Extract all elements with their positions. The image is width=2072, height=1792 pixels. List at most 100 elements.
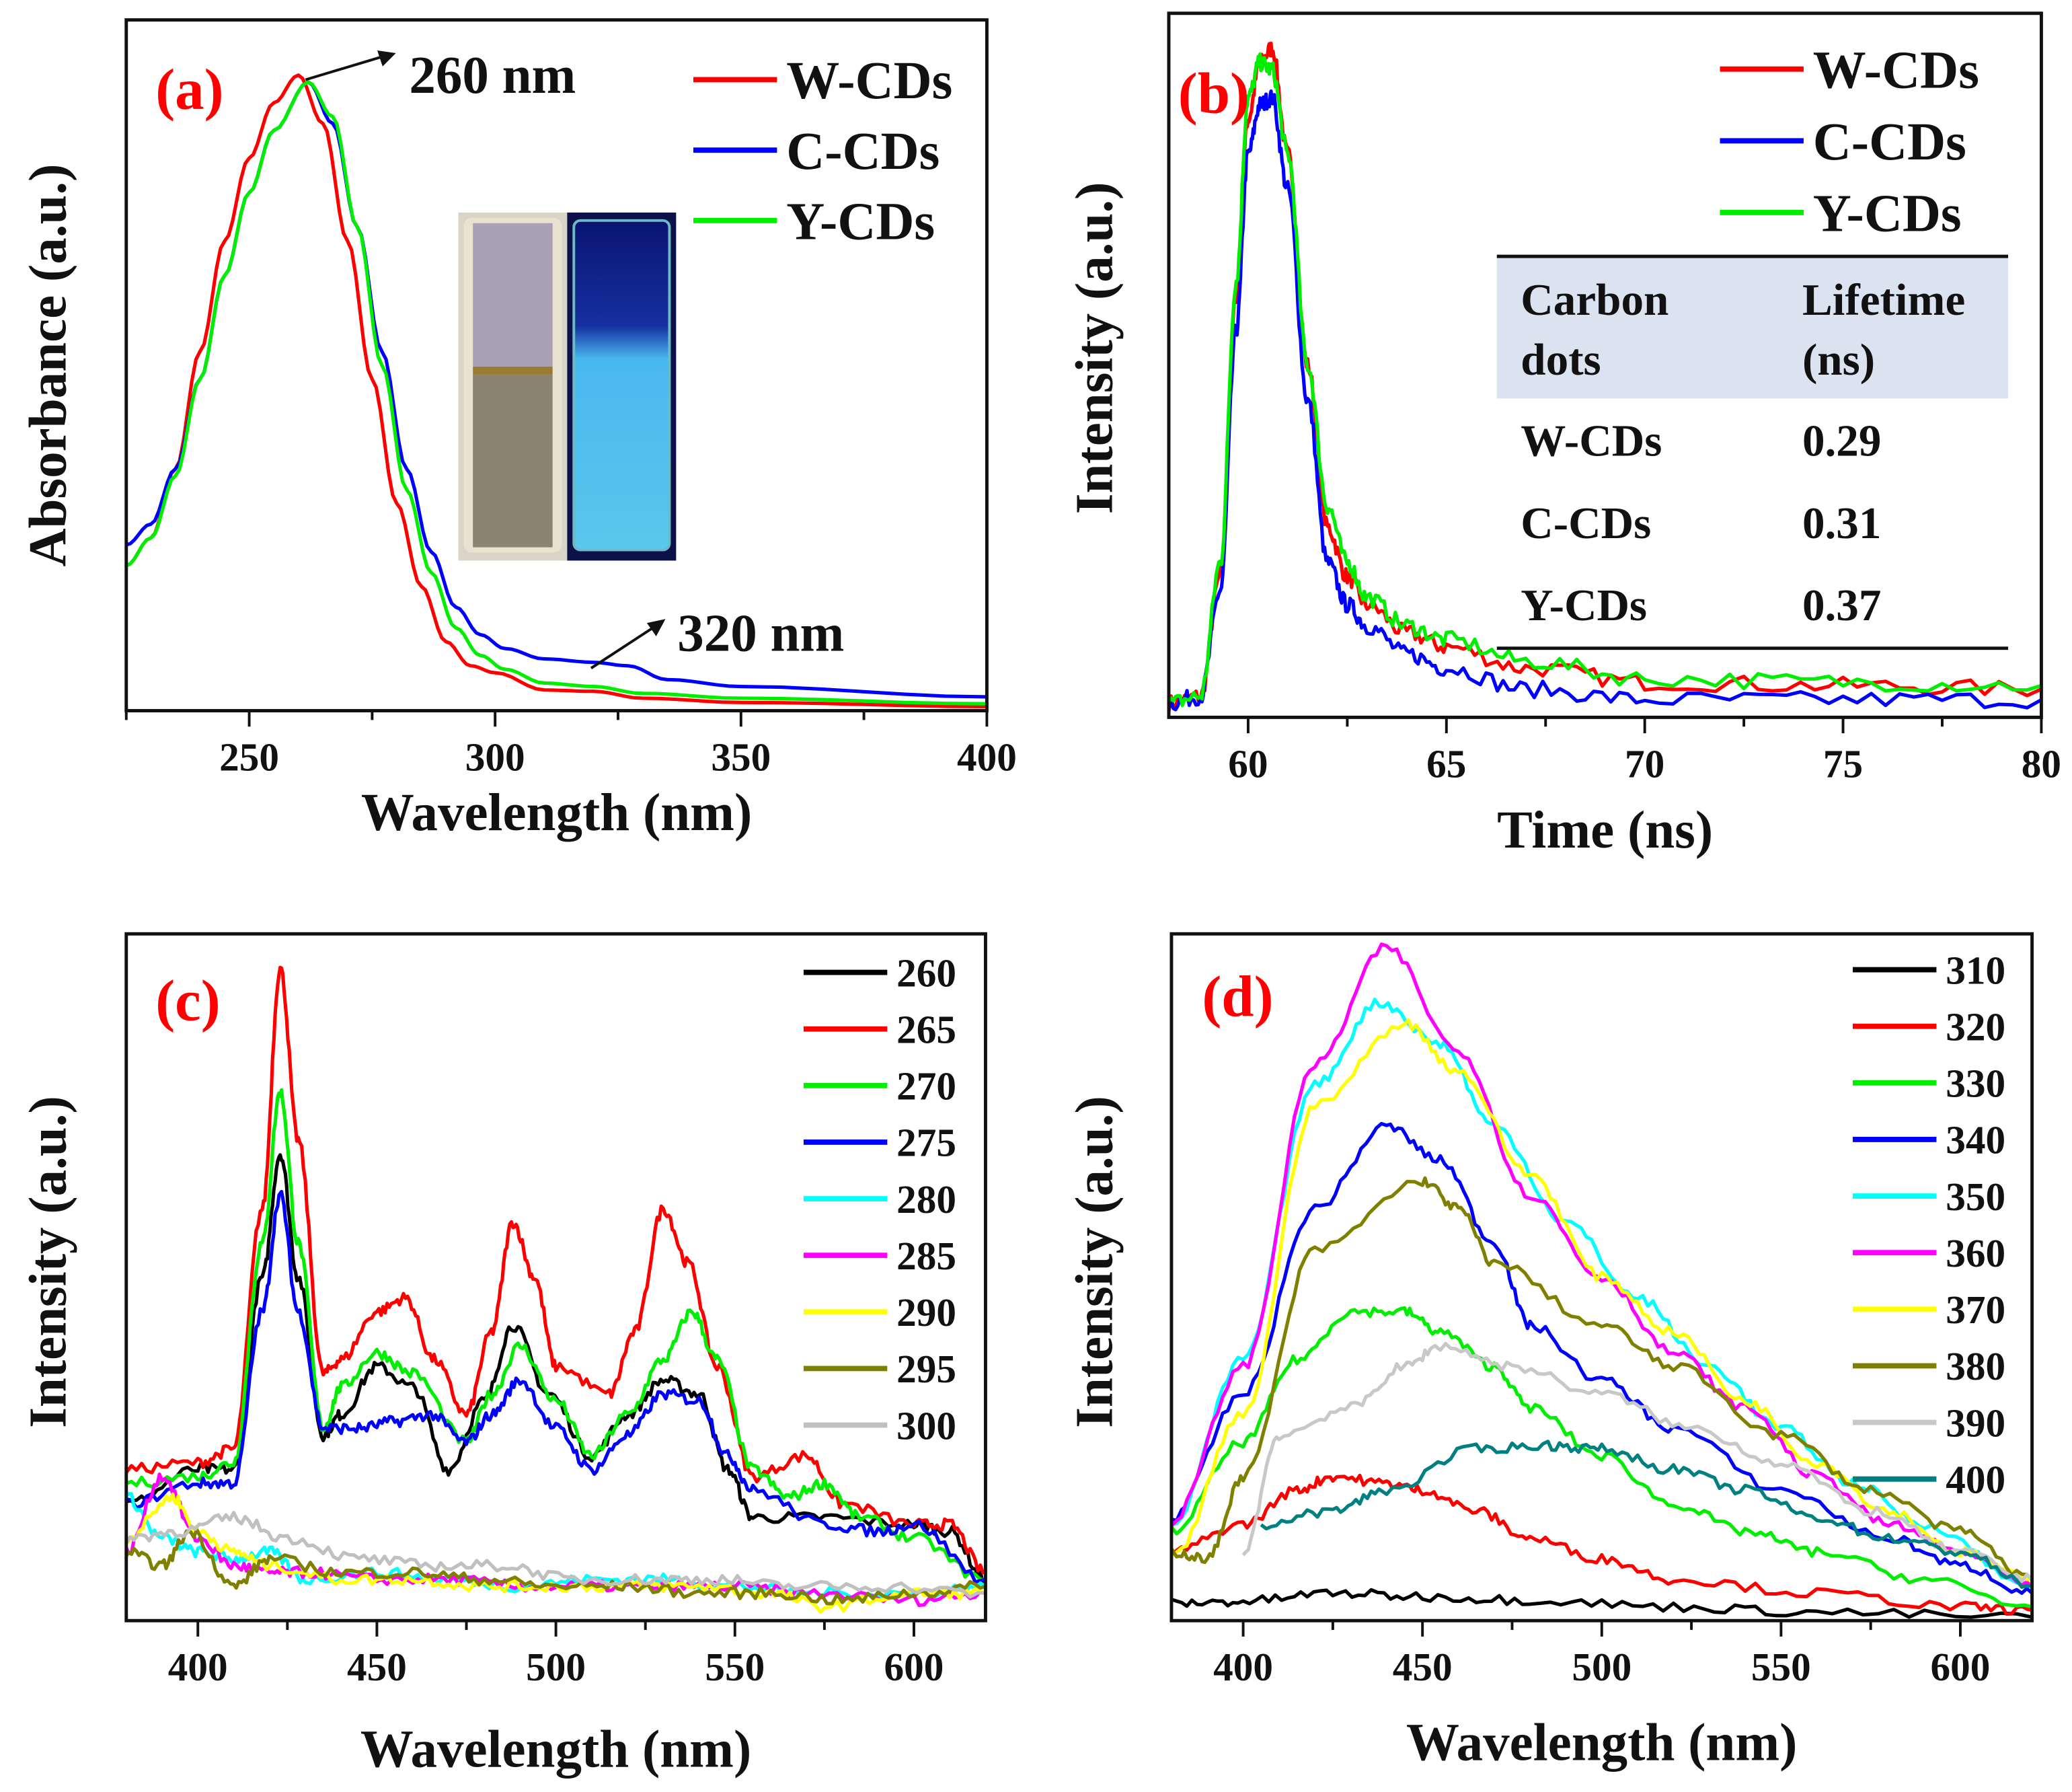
table-cell: 0.37 (1802, 580, 1881, 630)
panel-label: (a) (155, 57, 223, 122)
legend-label: C-CDs (786, 122, 939, 181)
series-line-265 (124, 965, 986, 1575)
table-header-cell: (ns) (1802, 334, 1875, 385)
table-cell: 0.31 (1802, 498, 1881, 548)
cuvette-photo-inset (458, 212, 677, 561)
x-tick-label: 450 (1393, 1645, 1453, 1689)
series-line-300 (124, 1511, 986, 1599)
table-cell: Y-CDs (1521, 580, 1647, 630)
x-axis-title: Wavelength (nm) (360, 1720, 751, 1779)
annotation-260nm: 260 nm (409, 46, 576, 105)
x-tick-label: 80 (2022, 741, 2061, 786)
table-header-cell: Lifetime (1802, 274, 1965, 325)
series-line-260 (126, 1153, 987, 1585)
x-tick-label: 75 (1823, 741, 1863, 786)
legend-label: 280 (896, 1177, 956, 1222)
x-tick-label: 300 (465, 735, 525, 779)
legend-label: Y-CDs (786, 192, 935, 251)
legend-label: 370 (1946, 1287, 2005, 1332)
legend-label: Y-CDs (1813, 185, 1962, 244)
legend-label: 260 (896, 950, 956, 995)
series-line-390 (1241, 1341, 2034, 1583)
series-line-330 (1169, 1306, 2033, 1609)
legend: 260 265 270 275 280 285 290 295 300 (803, 950, 956, 1448)
annotation-320nm: 320 nm (677, 605, 844, 663)
x-tick-label: 400 (1213, 1645, 1273, 1689)
y-axis-title: Intensity (a.u.) (1065, 182, 1124, 515)
x-tick-label: 70 (1625, 741, 1664, 786)
x-tick-label: 500 (526, 1645, 586, 1689)
cuvette-air (473, 223, 553, 367)
series-line-W-CDs (125, 73, 987, 708)
series-line-290 (124, 1492, 987, 1614)
panel-b: 60 65 70 75 80 Time (ns) Intensity (a.u.) (b) W-… (1065, 11, 2061, 860)
annotation-arrow (590, 624, 657, 669)
panel-label: (d) (1202, 965, 1273, 1029)
series-line-320 (1170, 1473, 2033, 1616)
legend-label: 320 (1946, 1004, 2005, 1049)
series-line-Y-CDs (125, 80, 987, 706)
panel-a: 250 300 350 400 Wavelength (nm) Absorbance (a… (19, 18, 1017, 842)
table-header-bg (1496, 256, 2009, 399)
x-tick-label: 550 (1751, 1645, 1811, 1689)
series-line-280 (125, 1492, 987, 1600)
x-tick-label: 600 (1931, 1645, 1991, 1689)
x-tick-label: 400 (168, 1645, 228, 1689)
table-cell: 0.29 (1802, 415, 1881, 465)
x-tick-label: 250 (219, 735, 279, 779)
y-axis-title: Absorbance (a.u.) (19, 164, 77, 567)
legend-label: 400 (1946, 1457, 2005, 1501)
series-line-310 (1171, 1588, 2033, 1619)
annotation-arrow (305, 54, 386, 81)
x-tick-label: 600 (884, 1645, 944, 1689)
legend-label: 360 (1946, 1231, 2005, 1275)
legend: 310 320 330 340 350 360 370 380 390 400 (1852, 948, 2005, 1501)
table-header-cell: dots (1521, 334, 1601, 385)
series-line-380 (1169, 1176, 2034, 1581)
legend-label: 290 (896, 1290, 956, 1335)
series-line-400 (1260, 1440, 2032, 1590)
series-line-360 (1170, 942, 2034, 1588)
cuvette-solution (473, 374, 553, 548)
table-header-cell: Carbon (1521, 274, 1668, 325)
legend-label: 350 (1946, 1174, 2005, 1219)
lifetime-table: Carbon dots Lifetime (ns) W-CDs 0.29 C-CDs 0.31… (1496, 254, 2009, 650)
panel-label: (c) (155, 969, 220, 1033)
legend-label: 265 (896, 1007, 956, 1051)
legend-label: C-CDs (1813, 113, 1966, 172)
table-cell: W-CDs (1521, 415, 1662, 465)
series-line-275 (126, 1189, 987, 1584)
series-line-Y-CDs (1167, 52, 2042, 708)
meniscus (473, 367, 553, 375)
legend-label: 285 (896, 1234, 956, 1278)
legend: W-CDs C-CDs Y-CDs (693, 52, 952, 251)
series-line-270 (125, 1088, 986, 1581)
x-tick-label: 400 (957, 735, 1017, 779)
legend-label: 270 (896, 1064, 956, 1109)
x-tick-label: 550 (705, 1645, 765, 1689)
table-cell: C-CDs (1521, 498, 1651, 548)
panel-c: 400 450 500 550 600 Wavelength (nm) Intensity … (19, 932, 987, 1779)
x-tick-label: 60 (1228, 741, 1268, 786)
legend-label: 340 (1946, 1118, 2005, 1162)
legend-label: W-CDs (786, 52, 952, 110)
x-tick-label: 500 (1572, 1645, 1632, 1689)
x-tick-label: 450 (347, 1645, 407, 1689)
legend-label: 310 (1946, 948, 2005, 992)
series-line-295 (124, 1528, 987, 1606)
panel-label: (b) (1178, 61, 1250, 126)
legend-label: 330 (1946, 1061, 2005, 1106)
legend-label: 275 (896, 1121, 956, 1165)
uv-fluorescent-cuvette (572, 219, 671, 552)
y-axis-title: Intensity (a.u.) (19, 1096, 77, 1428)
series-line-C-CDs (1167, 89, 2042, 712)
series-line-340 (1171, 1121, 2034, 1595)
x-tick-label: 350 (711, 735, 771, 779)
arrowhead-icon (646, 619, 666, 636)
panel-d: 400 450 500 550 600 Wavelength (nm) Intensity … (1065, 932, 2034, 1772)
legend: W-CDs C-CDs Y-CDs (1720, 41, 1979, 244)
x-axis-title: Wavelength (nm) (1406, 1714, 1797, 1772)
legend-label: 300 (896, 1403, 956, 1448)
legend-label: W-CDs (1813, 41, 1979, 100)
x-axis-title: Wavelength (nm) (361, 784, 752, 842)
